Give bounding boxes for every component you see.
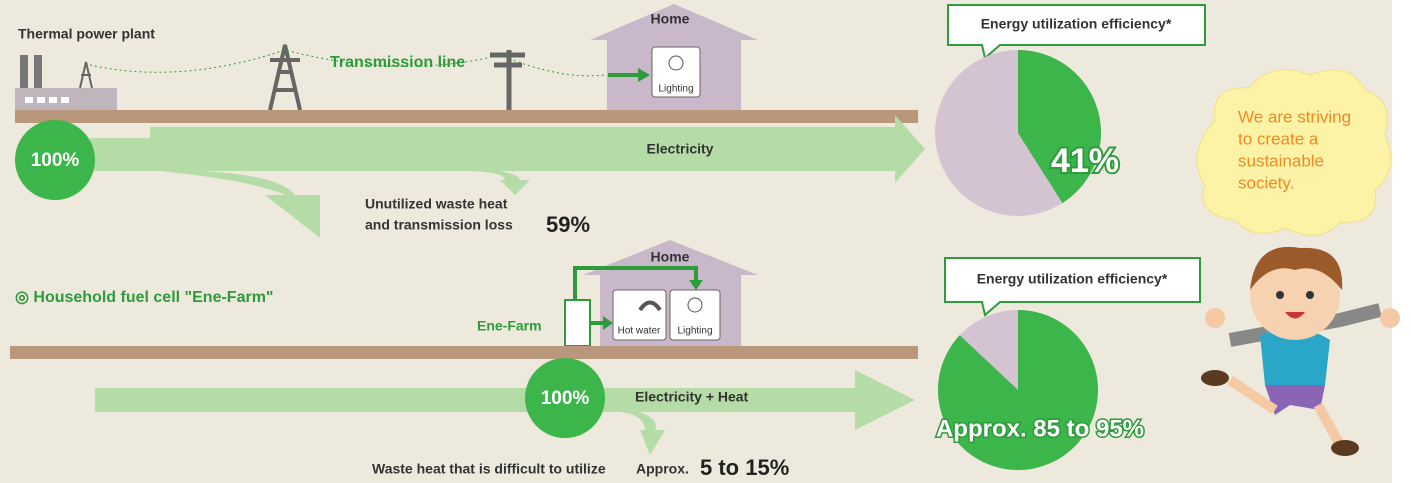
lighting-label: Lighting	[658, 84, 693, 95]
efficiency-title: Energy utilization efficiency*	[977, 271, 1168, 287]
plant-label: Thermal power plant	[18, 26, 155, 42]
device-label: Ene-Farm	[477, 318, 542, 334]
ground	[10, 346, 918, 359]
section-heading: ◎ Household fuel cell "Ene-Farm"	[15, 289, 274, 306]
hot-water-label: Hot water	[618, 326, 661, 337]
loss-prefix: Approx.	[636, 461, 689, 477]
home-label: Home	[651, 11, 690, 27]
source-percent: 100%	[31, 150, 80, 171]
efficiency-label: 41%	[1051, 142, 1119, 180]
loss-percent: 5 to 15%	[700, 455, 789, 480]
loss-percent: 59%	[546, 212, 590, 237]
home-label: Home	[651, 249, 690, 265]
loss-label: Unutilized waste heat	[365, 196, 508, 212]
lighting-label: Lighting	[677, 326, 712, 337]
efficiency-title: Energy utilization efficiency*	[981, 16, 1172, 32]
loss-label: and transmission loss	[365, 217, 513, 233]
flow-label: Electricity	[647, 141, 714, 157]
speech-text: We are striving	[1238, 107, 1351, 126]
efficiency-label: Approx. 85 to 95%	[936, 415, 1144, 442]
ene-farm-box	[565, 300, 590, 346]
speech-text: society.	[1238, 173, 1294, 192]
loss-label: Waste heat that is difficult to utilize	[372, 461, 606, 477]
ground	[15, 110, 918, 123]
speech-text: to create a	[1238, 129, 1319, 148]
speech-text: sustainable	[1238, 151, 1324, 170]
source-percent: 100%	[541, 388, 590, 409]
line-label: Transmission line	[330, 54, 465, 71]
infographic: Thermal power plant Transmission line Ho…	[0, 0, 1411, 483]
flow-label: Electricity + Heat	[635, 389, 749, 405]
